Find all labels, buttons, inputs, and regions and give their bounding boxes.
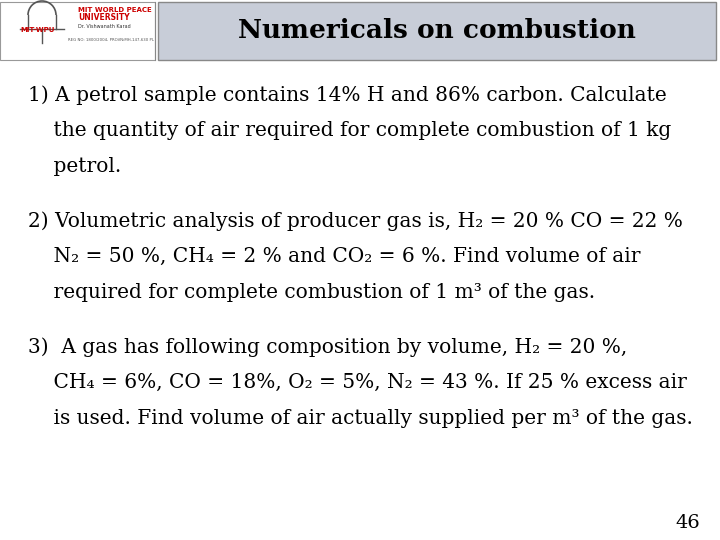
Text: 1) A petrol sample contains 14% H and 86% carbon. Calculate: 1) A petrol sample contains 14% H and 86… (28, 85, 667, 105)
Text: the quantity of air required for complete combustion of 1 kg: the quantity of air required for complet… (28, 121, 671, 140)
Text: petrol.: petrol. (28, 157, 121, 176)
Text: 2) Volumetric analysis of producer gas is, H₂ = 20 % CO = 22 %: 2) Volumetric analysis of producer gas i… (28, 211, 683, 231)
Text: 3)  A gas has following composition by volume, H₂ = 20 %,: 3) A gas has following composition by vo… (28, 337, 627, 356)
Text: MIT-WPU: MIT-WPU (20, 27, 55, 33)
Text: UNIVERSITY: UNIVERSITY (78, 14, 130, 23)
Text: CH₄ = 6%, CO = 18%, O₂ = 5%, N₂ = 43 %. If 25 % excess air: CH₄ = 6%, CO = 18%, O₂ = 5%, N₂ = 43 %. … (28, 373, 687, 392)
FancyBboxPatch shape (158, 2, 716, 60)
Text: Numericals on combustion: Numericals on combustion (238, 18, 636, 44)
Text: 46: 46 (675, 514, 700, 532)
Text: REG NO: 1800/2004, PROVN/MH-147-630 PL: REG NO: 1800/2004, PROVN/MH-147-630 PL (68, 38, 154, 42)
Text: is used. Find volume of air actually supplied per m³ of the gas.: is used. Find volume of air actually sup… (28, 409, 693, 428)
Text: Dr. Vishwanath Karad: Dr. Vishwanath Karad (78, 24, 131, 29)
Text: required for complete combustion of 1 m³ of the gas.: required for complete combustion of 1 m³… (28, 283, 595, 302)
Text: MIT WORLD PEACE: MIT WORLD PEACE (78, 7, 152, 13)
FancyBboxPatch shape (0, 2, 155, 60)
Text: N₂ = 50 %, CH₄ = 2 % and CO₂ = 6 %. Find volume of air: N₂ = 50 %, CH₄ = 2 % and CO₂ = 6 %. Find… (28, 247, 641, 266)
